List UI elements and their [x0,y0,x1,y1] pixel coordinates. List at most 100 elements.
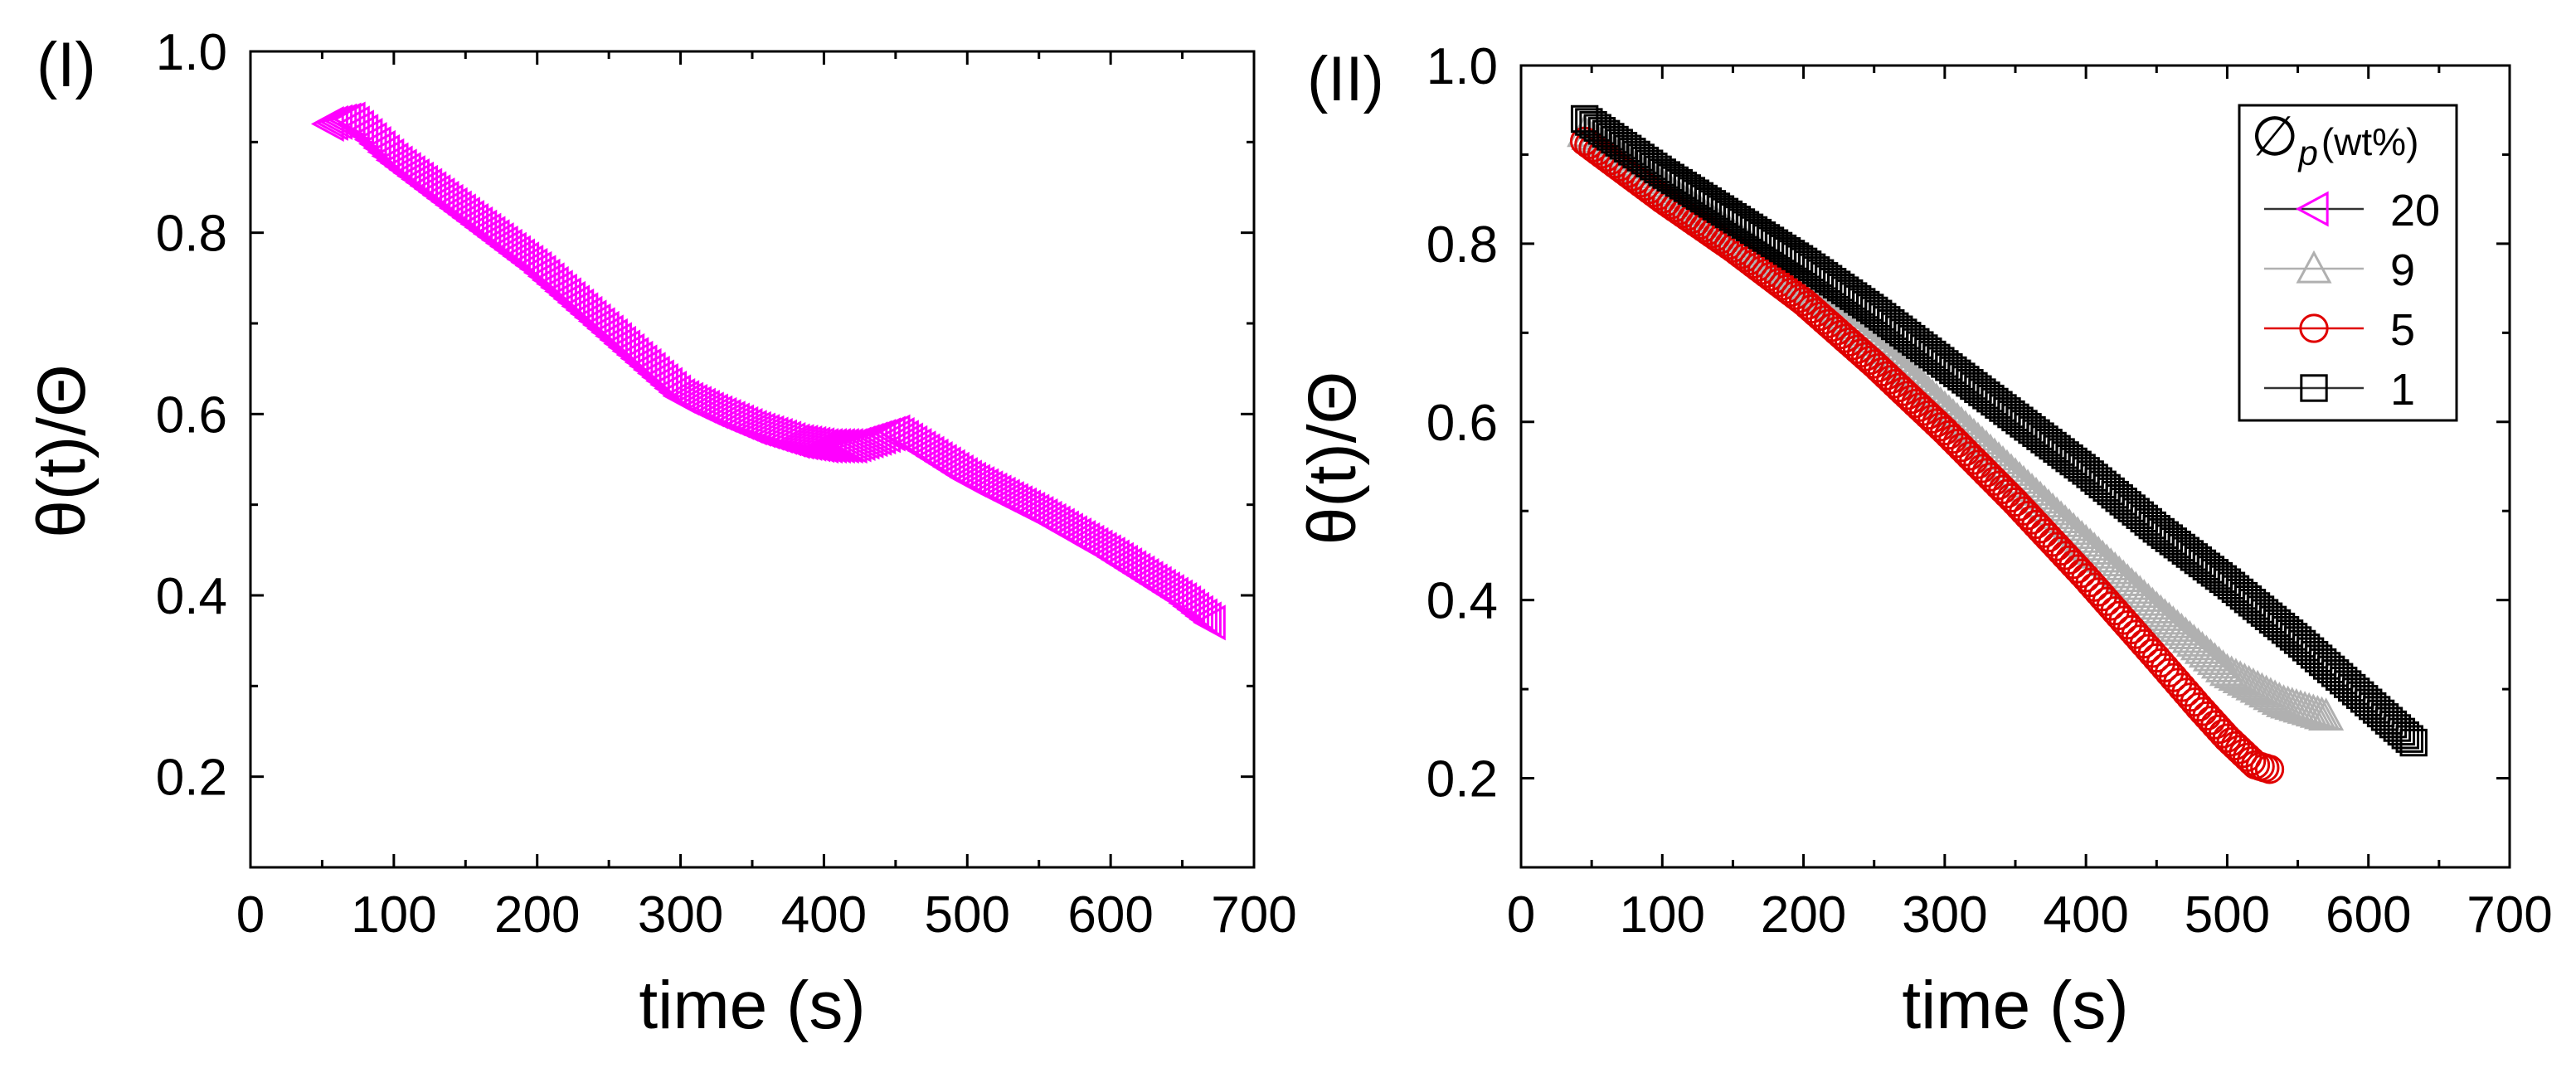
data-point [2084,539,2121,573]
data-point [632,352,666,388]
y-tick-label: 1.0 [156,24,227,81]
data-point [2254,755,2285,784]
data-point [607,329,641,366]
data-point [561,288,595,324]
data-point [615,337,649,373]
data-point [2126,579,2162,612]
x-tick-label: 700 [1211,886,1296,944]
data-point [2059,516,2096,549]
chart-panel-2: 0 100 200 300 400 500 600 700 0.2 0.4 0.6 0.8 1.0 tim… [1295,38,2553,1043]
data-point [341,109,375,146]
data-point [2146,598,2183,631]
data-point [2204,649,2241,682]
x-axis-title: time (s) [1902,968,2128,1043]
series-5 [1569,126,2285,784]
data-point [362,129,396,166]
data-point [2180,627,2216,661]
data-point [2113,566,2150,600]
data-point [349,118,383,154]
legend-label: 1 [2390,365,2415,415]
data-point [640,359,674,396]
data-point [636,355,670,391]
legend-box [2238,104,2458,422]
data-point [2175,624,2212,657]
data-point [2063,519,2100,553]
data-point [548,277,581,313]
data-point [518,250,552,287]
x-tick-label: 100 [1620,886,1705,944]
data-point [557,284,591,321]
plot-area [1567,104,2428,784]
y-tick-label: 0.6 [156,386,227,444]
data-point [357,126,391,163]
legend-title-symbol: ∅ [2251,105,2299,167]
x-tick-label: 0 [1507,886,1535,944]
data-point [577,303,611,339]
data-point [2184,630,2220,664]
x-tick-label: 200 [1761,886,1846,944]
x-axis-title: time (s) [639,968,865,1043]
data-point [624,344,658,381]
data-point [552,280,586,317]
data-point [2192,638,2228,672]
legend-entry-20: 20 [2264,186,2440,235]
x-tick-label: 0 [236,886,265,944]
data-point [2155,604,2191,638]
data-point [332,101,366,138]
y-tick-label: 0.4 [156,568,227,625]
x-tick-label: 100 [351,886,436,944]
legend-marker [2296,250,2332,284]
data-point [2299,694,2335,728]
legend-marker [2295,191,2329,227]
y-tick-label: 0.2 [1427,751,1498,808]
y-tick-label: 0.4 [1427,573,1498,630]
data-point [2395,725,2423,753]
data-point [2391,721,2419,750]
x-tick-label: 500 [2185,886,2270,944]
data-point [573,299,607,336]
data-point [649,367,683,403]
data-point [590,314,624,351]
x-tick-label: 700 [2467,886,2552,944]
panel-label: (II) [1307,44,1384,114]
x-tick-label: 200 [494,886,580,944]
data-point [367,134,401,170]
data-point [628,347,662,384]
data-point [371,138,405,174]
data-point [2092,547,2129,580]
data-point [531,262,565,299]
data-point [539,269,573,306]
data-point [2236,746,2267,776]
data-point [1192,604,1226,641]
y-tick-label: 0.8 [1427,216,1498,274]
data-point [2076,532,2112,565]
legend: ∅p(wt%) 20 9 5 1 [2238,104,2458,422]
legend-entry-1: 1 [2264,365,2415,415]
data-point [353,122,387,158]
legend-title: ∅p(wt%) [2251,105,2418,172]
data-point [595,318,628,354]
data-point [2142,594,2179,628]
y-tick-label: 0.2 [156,750,227,807]
y-tick-label: 1.0 [1427,38,1498,95]
data-point [315,104,348,141]
data-point [2080,535,2117,569]
data-point [565,292,599,328]
data-point [611,333,645,369]
data-point [2151,601,2187,635]
data-point [2122,575,2158,609]
data-point [2171,619,2208,653]
data-point [2304,696,2340,730]
data-point [599,322,632,358]
data-point [2188,634,2224,668]
data-point [2072,527,2108,561]
data-point [620,340,654,376]
legend-marker [2299,313,2329,343]
data-point [569,295,603,332]
x-tick-label: 400 [781,886,867,944]
legend-title-subscript: p [2297,134,2318,172]
legend-marker [2300,374,2328,402]
panel-label: (I) [36,30,96,100]
data-point [2088,543,2125,577]
